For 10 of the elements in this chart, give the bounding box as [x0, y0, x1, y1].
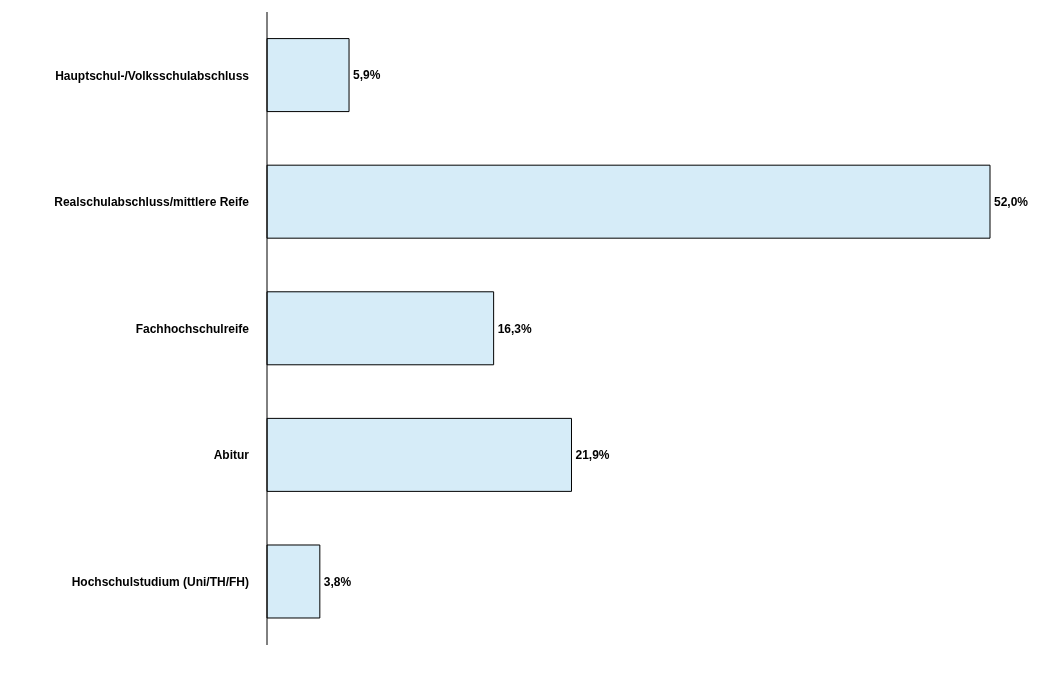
- y-tick-label: Hauptschul-/Volksschulabschluss: [55, 68, 250, 83]
- data-label: 52,0%: [994, 194, 1029, 209]
- data-label: 3,8%: [323, 574, 352, 589]
- data-label: 21,9%: [575, 448, 610, 463]
- data-label: 16,3%: [497, 321, 532, 336]
- y-tick-label: Hochschulstudium (Uni/TH/FH): [71, 574, 249, 589]
- data-label: 5,9%: [353, 68, 381, 83]
- y-tick-label: Abitur: [213, 448, 250, 463]
- y-tick-label: Fachhochschulreife: [135, 321, 250, 336]
- y-tick-label: Realschulabschluss/mittlere Reife: [54, 195, 250, 210]
